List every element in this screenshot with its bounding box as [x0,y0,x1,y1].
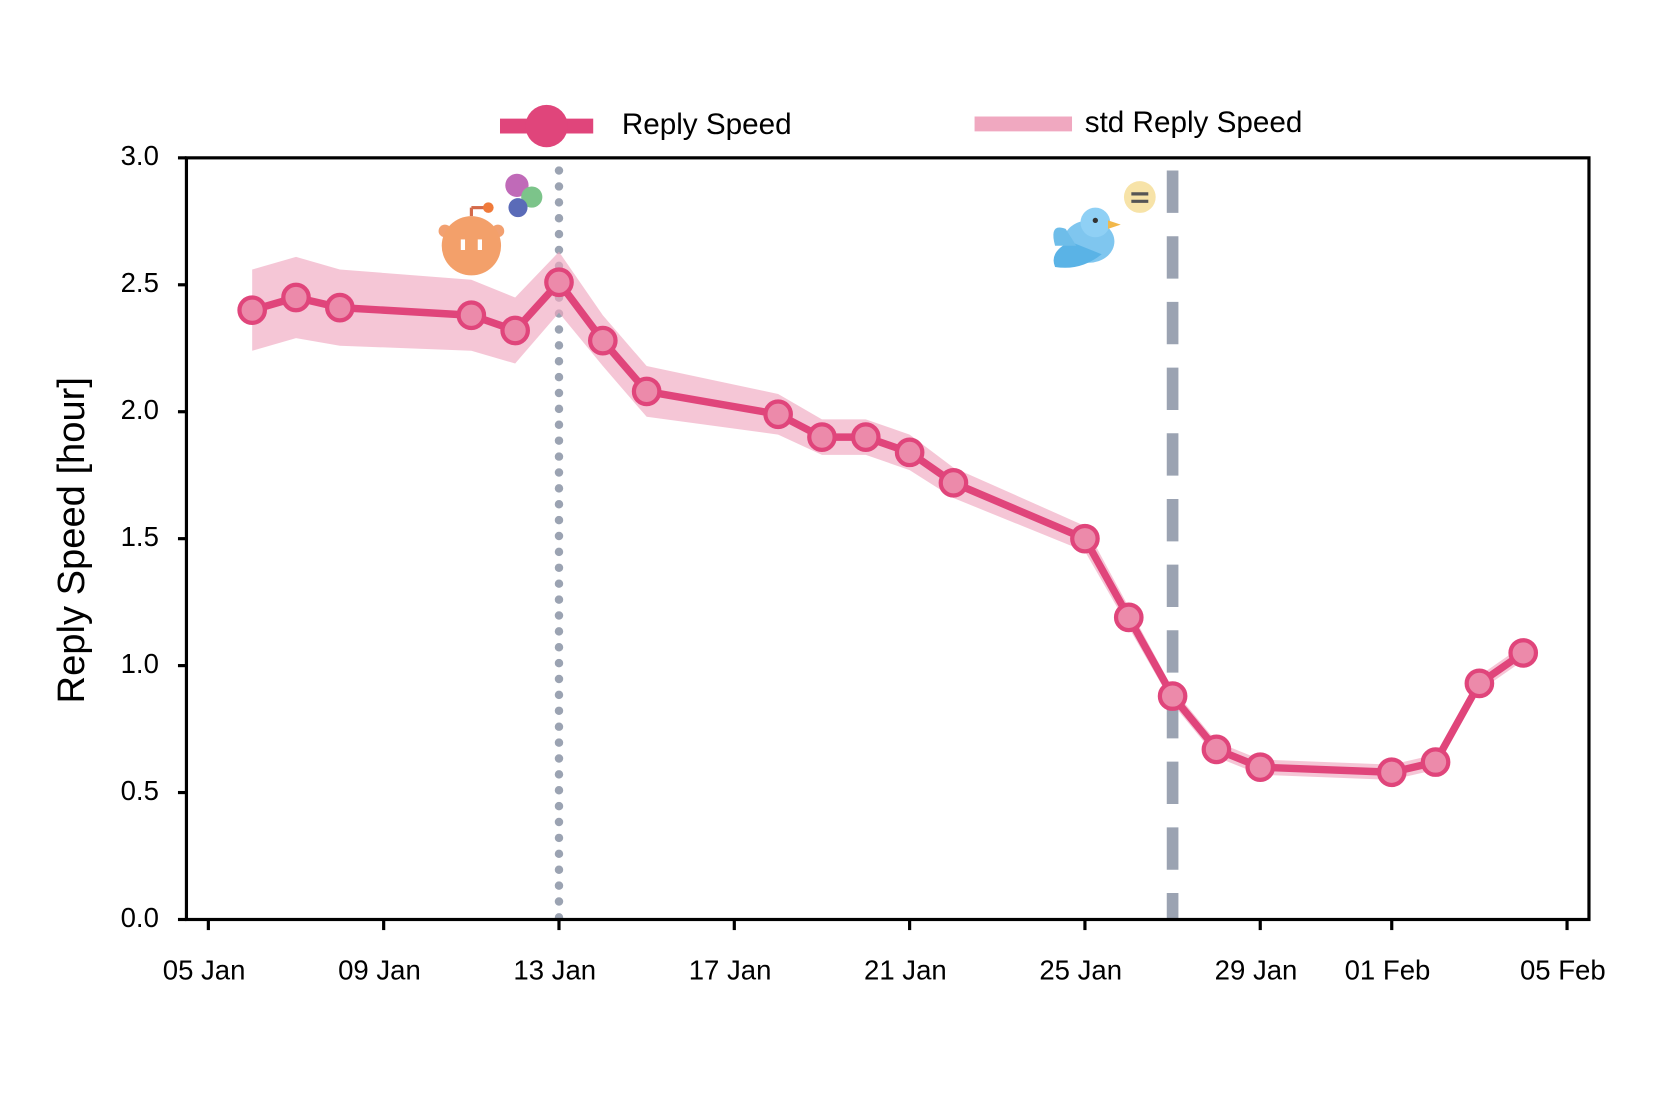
point [631,376,662,407]
y-tick-label: 1.0 [121,648,159,679]
point [1201,734,1232,765]
x-tick-label: 09 Jan [338,955,421,986]
std-band [252,251,1524,780]
x-tick-label: 05 Jan [163,955,246,986]
point [544,267,574,298]
point [1464,668,1495,699]
point [1420,747,1451,777]
x-tick-label: 01 Feb [1345,955,1431,986]
x-tick-label: 21 Jan [864,955,947,986]
point [1070,523,1100,554]
x-tick-label: 29 Jan [1215,955,1298,986]
bird-icon [1053,181,1156,268]
point [763,399,793,430]
point [894,437,925,468]
point [1376,757,1407,788]
point [587,325,618,356]
y-axis-label: Reply Speed [hour] [50,377,93,703]
y-tick-label: 2.5 [121,267,159,298]
point [237,295,268,326]
y-tick-label: 3.0 [121,140,159,171]
x-tick-label: 05 Feb [1520,955,1606,986]
point [1245,752,1276,782]
point [1113,602,1144,633]
legend-label: Reply Speed [622,108,792,141]
legend-swatch [525,104,568,148]
x-tick-label: 13 Jan [513,955,596,986]
point [938,467,969,498]
plot-frame [184,156,1591,922]
point [281,282,311,313]
y-tick-label: 2.0 [121,394,159,425]
point [325,292,355,323]
x-tick-label: 17 Jan [689,955,772,986]
point [456,300,487,331]
point [850,422,881,452]
y-tick-label: 0.5 [121,775,159,806]
legend-label: std Reply Speed [1085,106,1303,139]
line [251,278,1526,776]
y-tick-label: 1.5 [121,521,159,552]
point [1508,638,1539,668]
x-tick-label: 25 Jan [1039,955,1122,986]
robot-icon [438,173,543,276]
point [500,315,530,346]
point [1157,681,1188,711]
point [807,422,837,452]
y-tick-label: 0.0 [121,902,159,933]
